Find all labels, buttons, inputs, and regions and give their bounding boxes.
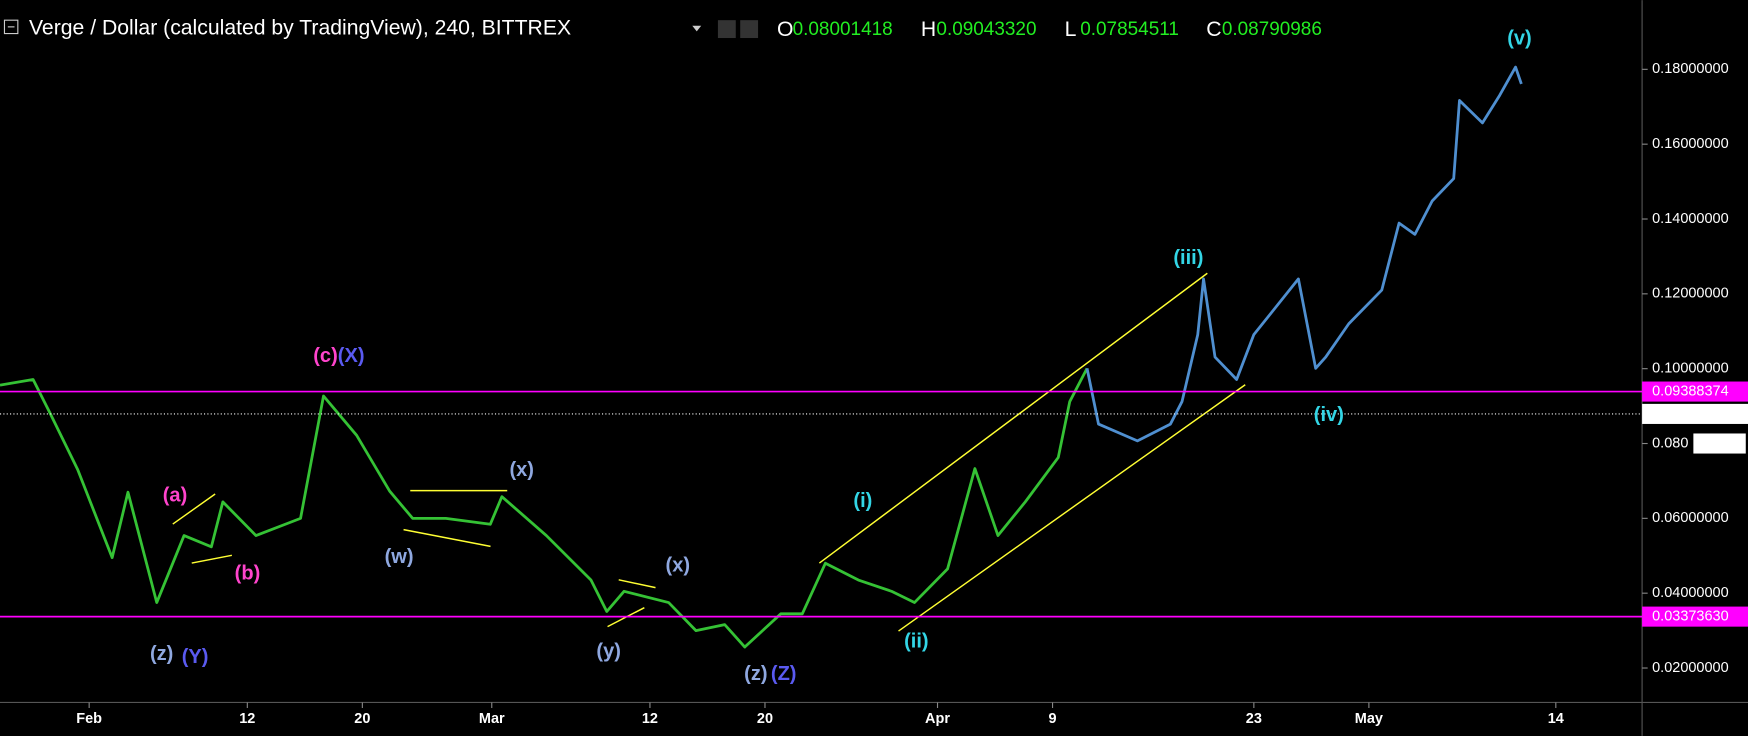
wave-label: (c) — [313, 345, 338, 367]
ohlc-value: 0.09043320 — [936, 19, 1036, 40]
trendline — [618, 579, 656, 589]
wave-label: (iv) — [1314, 404, 1344, 426]
x-tick-label: Apr — [925, 711, 950, 727]
trendlines — [172, 272, 1246, 632]
price-level-label: 0.03373630 — [1652, 608, 1729, 624]
wave-label: (x) — [509, 459, 534, 481]
wave-label: (v) — [1507, 27, 1532, 49]
y-tick-label: 0.06000000 — [1652, 510, 1729, 526]
channel-lower — [898, 384, 1246, 632]
y-tick-label: 0.10000000 — [1652, 361, 1729, 377]
trendline — [191, 554, 233, 564]
price-level-label: 0.08790986 — [1652, 406, 1729, 422]
x-tick-label: 23 — [1246, 711, 1262, 727]
wave-label: (b) — [235, 563, 261, 585]
x-tick-label: 20 — [354, 711, 370, 727]
x-tick-label: May — [1355, 711, 1383, 727]
wave-label: (iii) — [1173, 247, 1203, 269]
x-tick-label: 14 — [1548, 711, 1564, 727]
wave-label: (ii) — [904, 631, 928, 653]
wave-label: (x) — [666, 555, 691, 577]
price-line — [1085, 65, 1523, 443]
trendline — [172, 493, 216, 525]
x-tick-label: Mar — [479, 711, 505, 727]
y-tick-label: 0.18000000 — [1652, 61, 1729, 77]
y-tick-label: 0.080 — [1652, 435, 1688, 451]
y-tick-label: 0.12000000 — [1652, 286, 1729, 302]
x-tick-label: 9 — [1049, 711, 1057, 727]
ohlc-name: O — [777, 18, 793, 41]
wave-label: (i) — [853, 490, 872, 512]
wave-label: (Y) — [182, 646, 209, 668]
wave-label: (Z) — [771, 663, 797, 685]
wave-label: (X) — [338, 345, 365, 367]
dropdown-arrow[interactable] — [692, 25, 702, 32]
settings-icon[interactable] — [740, 20, 759, 39]
x-tick-label: 12 — [642, 711, 658, 727]
plot-area — [0, 65, 1523, 649]
price-level-box — [1642, 381, 1748, 402]
ohlc-value: 0.08001418 — [793, 19, 893, 40]
price-level-box — [1642, 606, 1748, 627]
countdown: 22:56 — [1698, 435, 1734, 451]
y-tick-label: 0.14000000 — [1652, 211, 1729, 227]
y-tick-label: 0.16000000 — [1652, 136, 1729, 152]
ohlc-readout: O 0.08001418 H 0.09043320 L 0.07854511 C 0.0879… — [777, 18, 1322, 41]
price-level-label: 0.09388374 — [1652, 383, 1729, 399]
wave-label: (a) — [163, 484, 188, 506]
wave-label: (z) — [150, 643, 173, 665]
collapse-icon[interactable] — [3, 19, 19, 35]
y-tick-label: 0.02000000 — [1652, 660, 1729, 676]
x-tick-label: Feb — [76, 711, 102, 727]
ohlc-name: H — [921, 18, 936, 41]
trendline — [403, 528, 491, 548]
eye-icon[interactable] — [717, 20, 736, 39]
ohlc-value: 0.08790986 — [1222, 19, 1322, 40]
wave-label: (y) — [596, 641, 621, 663]
ohlc-value: 0.07854511 — [1080, 19, 1179, 40]
countdown-box — [1693, 433, 1746, 454]
ohlc-name: L — [1065, 18, 1077, 41]
channel-upper — [818, 272, 1208, 564]
wave-label: (z) — [744, 663, 767, 685]
x-tick-label: 20 — [757, 711, 773, 727]
x-tick-label: 12 — [239, 711, 255, 727]
chart-title: Verge / Dollar (calculated by TradingVie… — [29, 17, 571, 40]
ohlc-name: C — [1206, 18, 1221, 41]
wave-label: (w) — [385, 546, 414, 568]
price-line — [0, 367, 1089, 649]
price-level-box — [1642, 403, 1748, 424]
y-tick-label: 0.04000000 — [1652, 585, 1729, 601]
